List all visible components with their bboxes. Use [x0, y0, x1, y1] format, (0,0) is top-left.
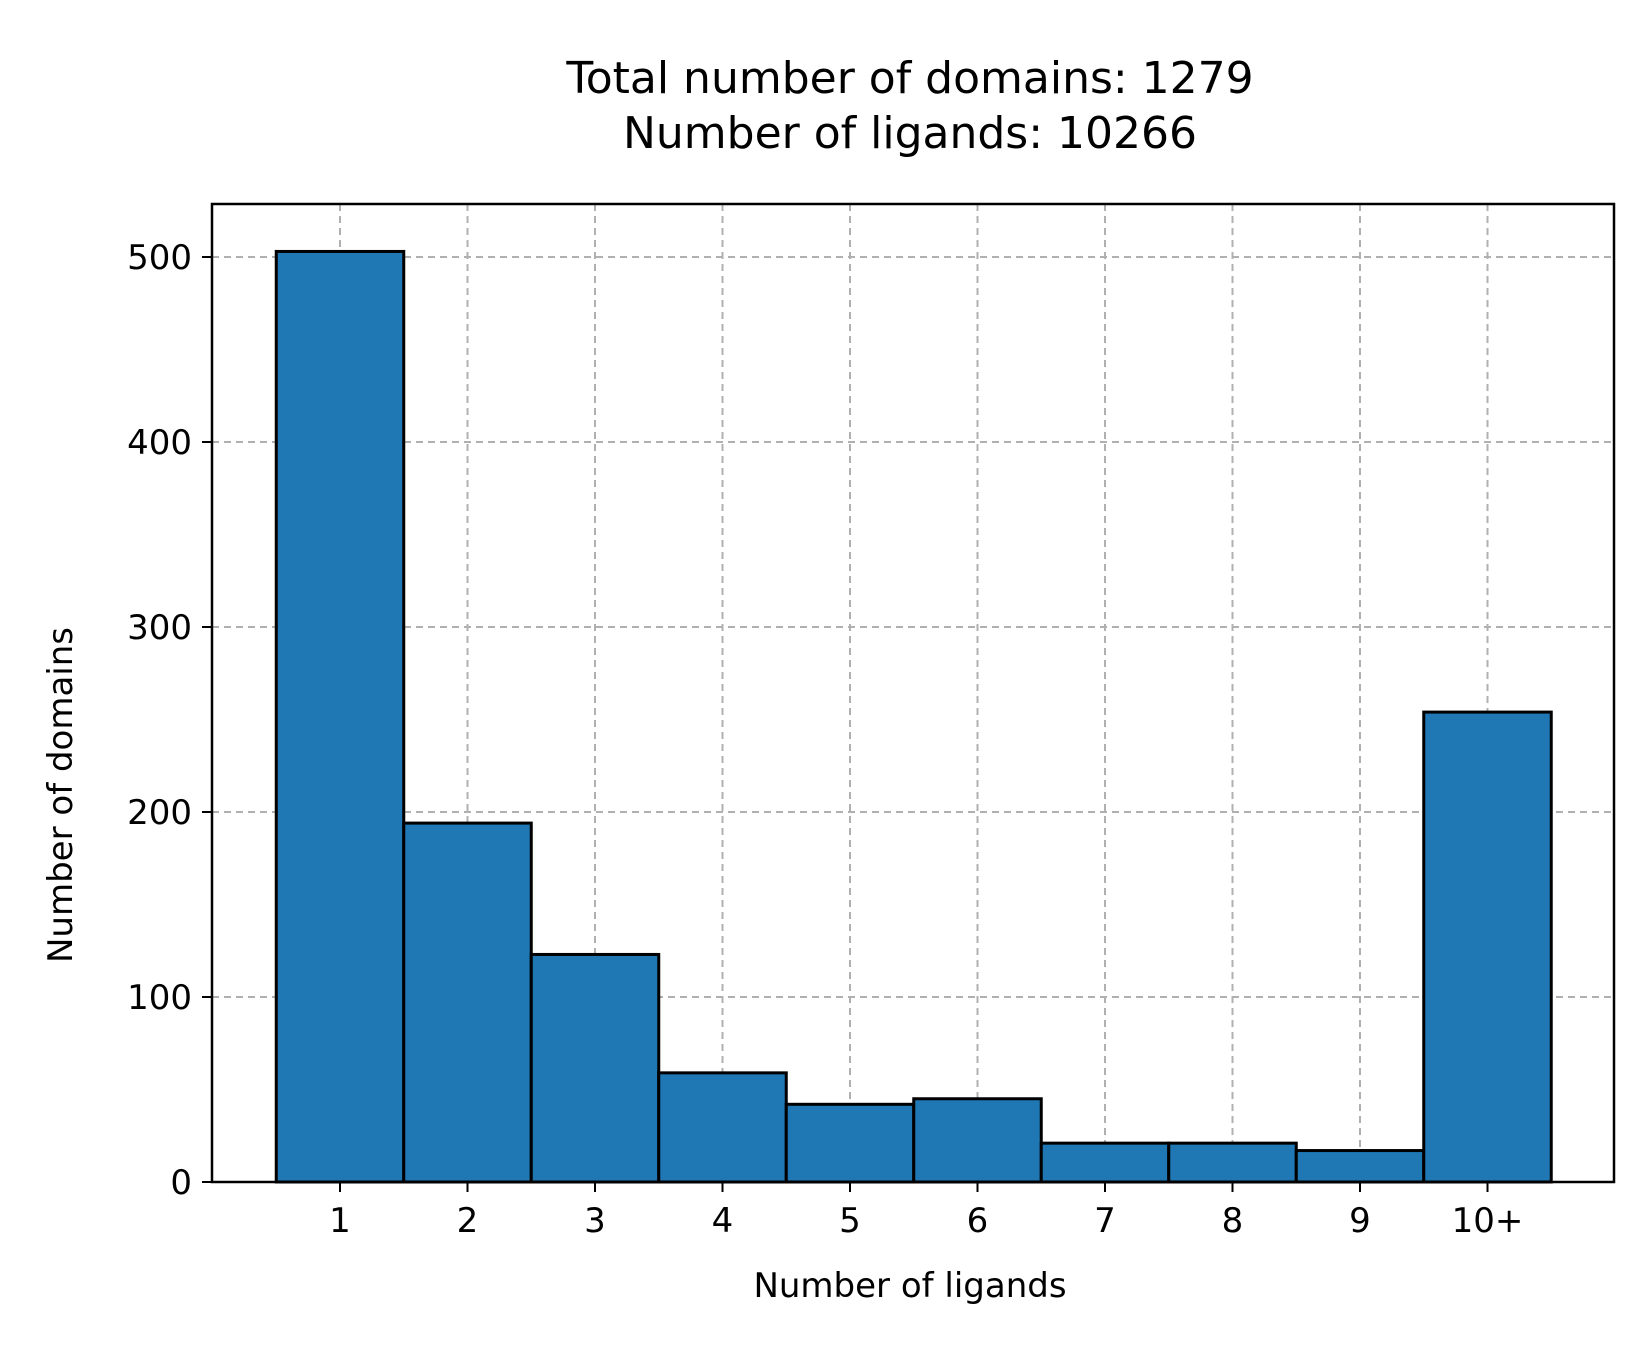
- x-tick-label: 4: [712, 1201, 734, 1241]
- bars-group: [274, 249, 1553, 1184]
- bar-4: [657, 1071, 788, 1184]
- bar-1: [274, 249, 406, 1184]
- y-tick-label: 300: [127, 608, 192, 648]
- axes-group: [210, 202, 1616, 1184]
- x-tick-label: 10+: [1452, 1201, 1524, 1241]
- plot-frame: [210, 202, 1616, 1184]
- x-tick-label: 9: [1349, 1201, 1371, 1241]
- bar-6: [912, 1097, 1043, 1184]
- x-axis-label: Number of ligands: [753, 1266, 1066, 1306]
- x-tick-label: 8: [1222, 1201, 1244, 1241]
- bar-7: [1039, 1141, 1171, 1184]
- chart-title-line-1: Total number of domains: 1279: [565, 53, 1253, 104]
- x-tick-label: 7: [1094, 1201, 1116, 1241]
- bar-8: [1167, 1141, 1298, 1184]
- x-tick-label: 6: [967, 1201, 989, 1241]
- x-tick-label: 3: [584, 1201, 606, 1241]
- x-tick-label: 1: [329, 1201, 351, 1241]
- y-tick-label: 200: [127, 793, 192, 833]
- bar-5: [784, 1102, 916, 1184]
- chart-title-line-2: Number of ligands: 10266: [623, 108, 1197, 159]
- bar-9: [1294, 1149, 1426, 1184]
- y-tick-label: 400: [127, 423, 192, 463]
- bar-3: [529, 952, 661, 1184]
- y-tick-label: 500: [127, 238, 192, 278]
- y-tick-label: 0: [170, 1163, 192, 1203]
- y-tick-label: 100: [127, 978, 192, 1018]
- y-axis-label: Number of domains: [41, 627, 81, 963]
- ticks-group: 1 2 3 4 5 6 7 8 9 10+ 0 100 200 300 400 500: [127, 238, 1523, 1241]
- x-tick-label: 5: [839, 1201, 861, 1241]
- x-tick-label: 2: [457, 1201, 479, 1241]
- bar-10plus: [1422, 710, 1553, 1184]
- bar-2: [402, 821, 533, 1184]
